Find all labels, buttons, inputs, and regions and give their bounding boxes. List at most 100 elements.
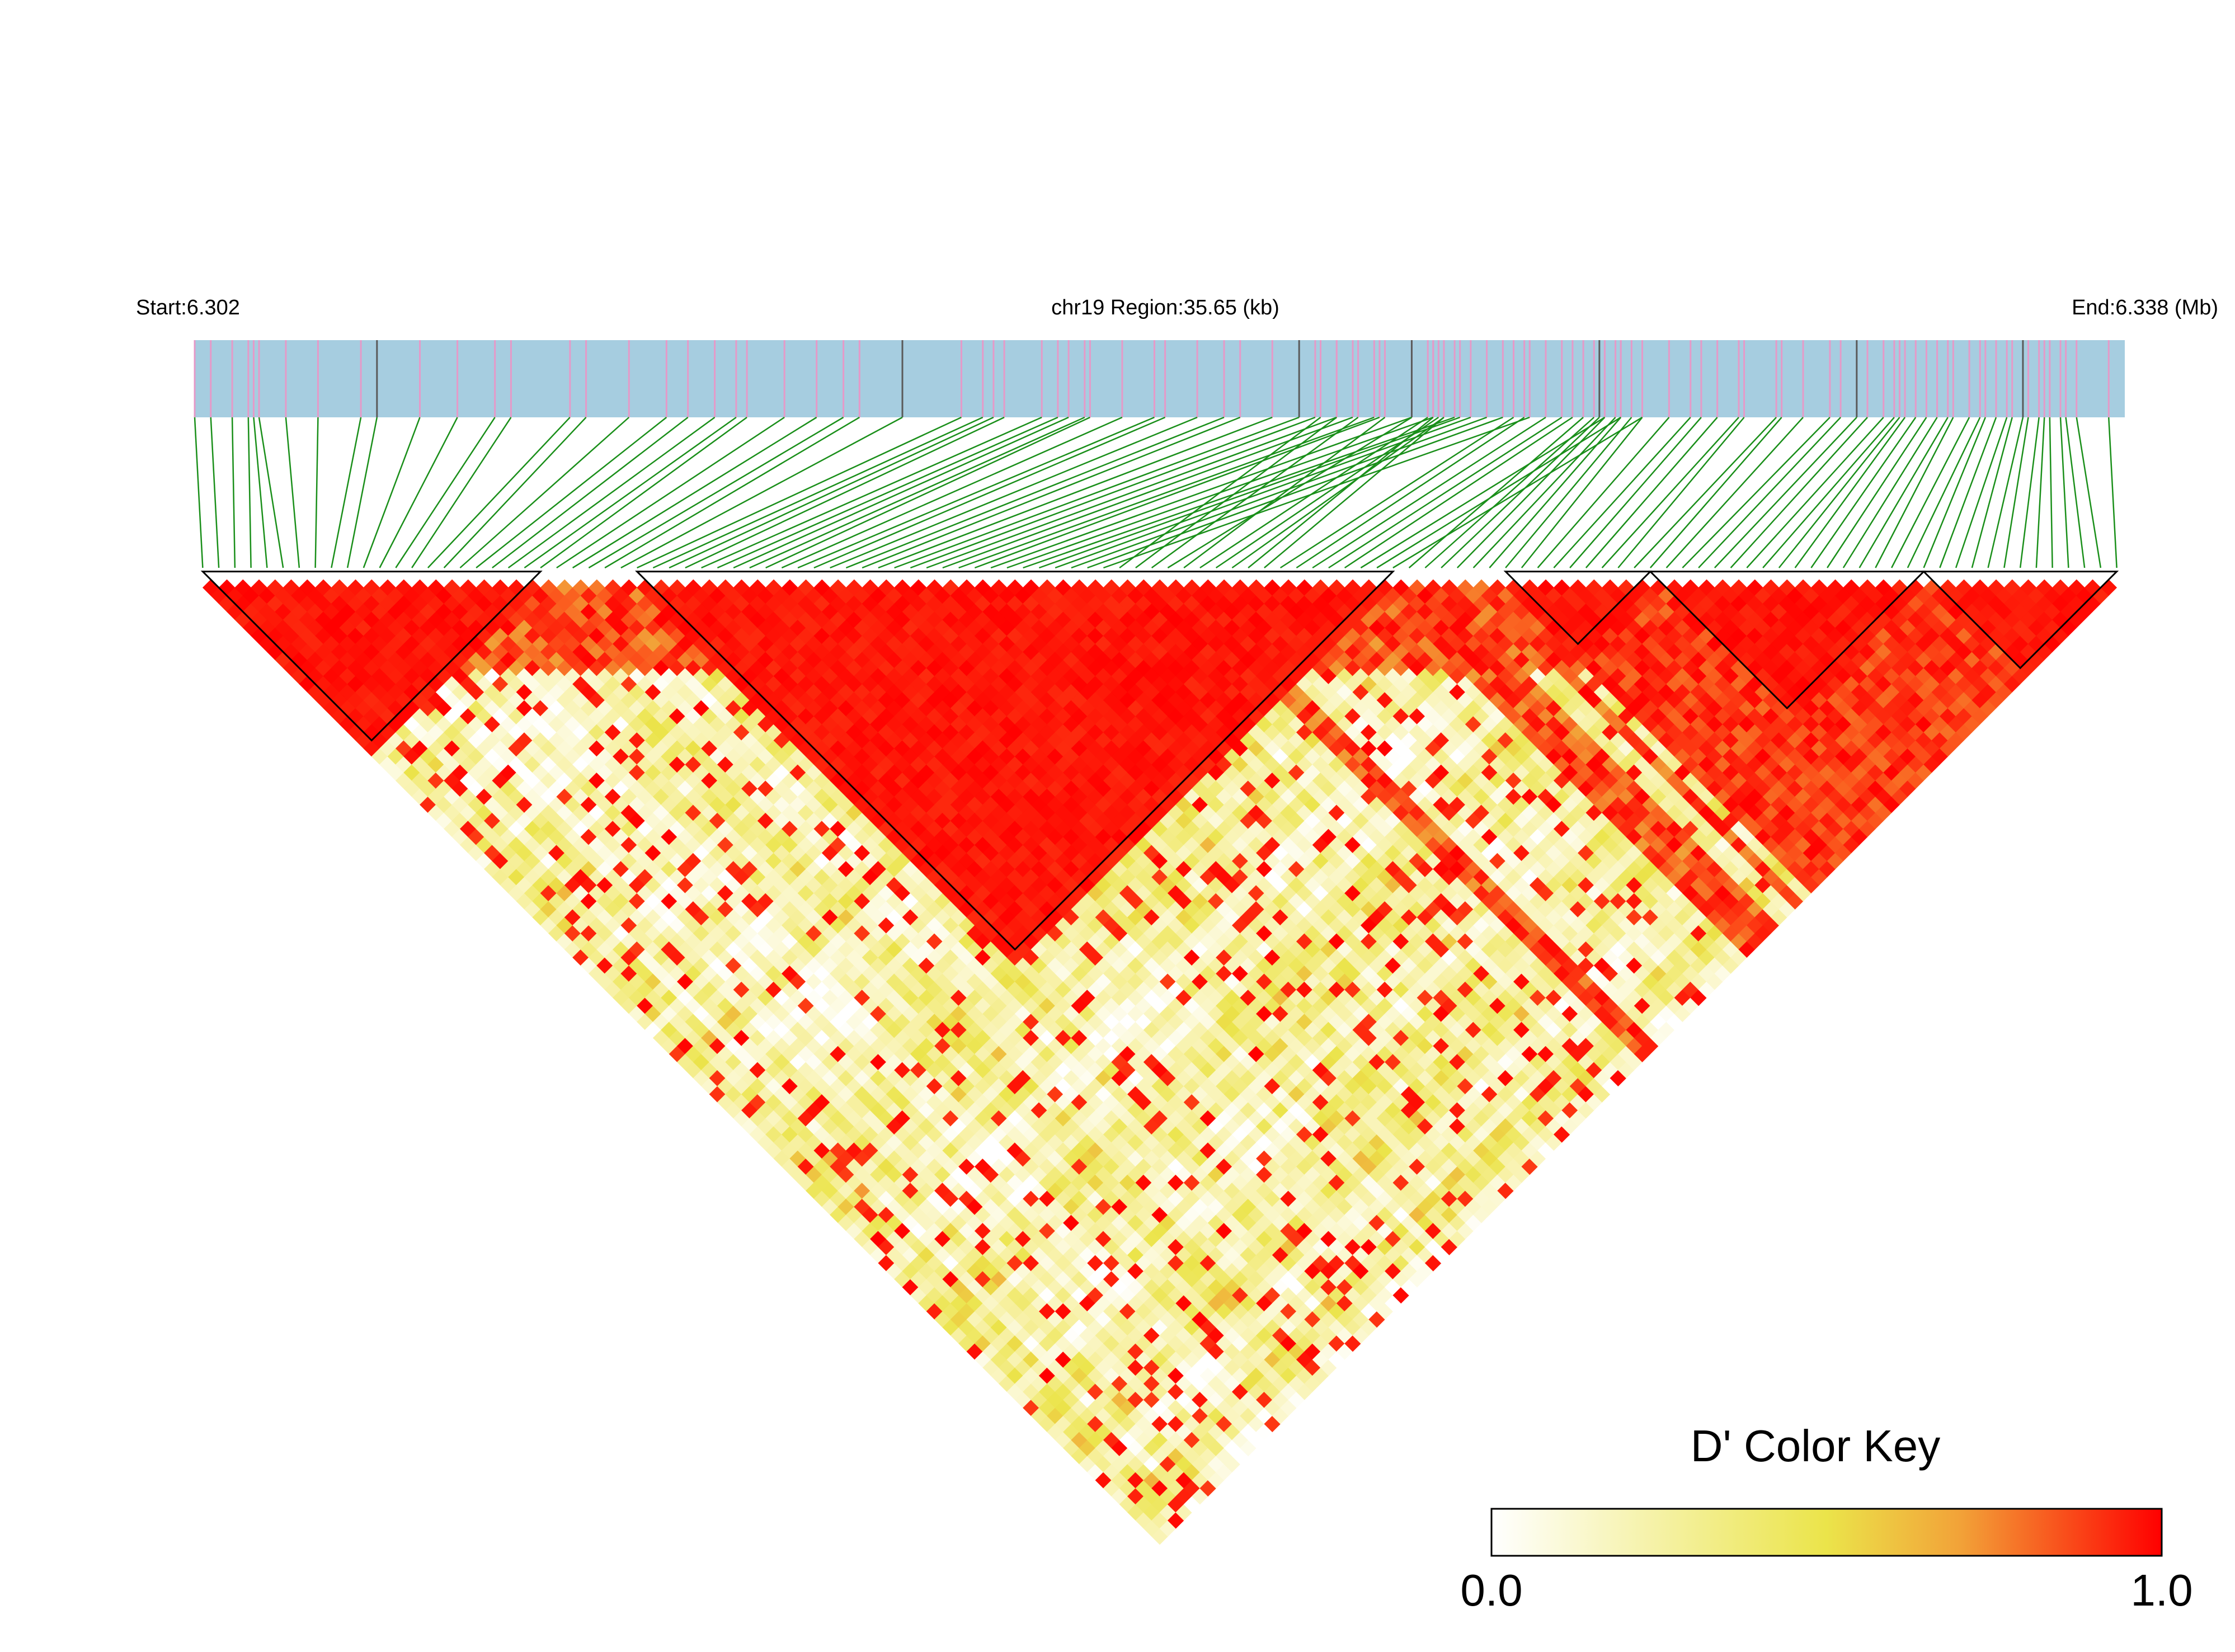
snp-connector: [862, 416, 1241, 569]
snp-connector: [749, 416, 1085, 569]
snp-connector: [253, 417, 268, 568]
snp-connector: [1762, 417, 1895, 568]
snp-connector: [1231, 416, 1444, 569]
snp-connector: [717, 416, 1058, 569]
snp-connector: [1135, 416, 1337, 569]
snp-connector: [781, 416, 1123, 569]
snp-connector: [588, 416, 844, 569]
snp-connector: [878, 416, 1273, 569]
snp-connector: [210, 417, 220, 568]
snp-connector: [797, 416, 1155, 569]
snp-connector: [1441, 417, 1600, 568]
snp-connector: [1199, 416, 1428, 569]
snp-connector: [411, 417, 512, 568]
snp-connector: [1521, 417, 1643, 568]
snp-connector: [285, 417, 300, 568]
snp-connector: [845, 416, 1225, 569]
snp-connector: [1344, 416, 1573, 569]
snp-connector: [2035, 417, 2045, 568]
snp-connector: [572, 416, 817, 569]
ld-heatmap: [202, 579, 2118, 1545]
snp-connector: [258, 417, 284, 568]
snp-connector: [910, 416, 1316, 569]
snp-connector: [2059, 417, 2069, 568]
snp-connector: [1119, 416, 1321, 569]
snp-connector: [685, 416, 1005, 569]
snp-connector: [492, 417, 689, 568]
snp-connector: [1698, 417, 1841, 568]
snp-connector: [1151, 416, 1359, 569]
snp-connector: [1971, 417, 2013, 568]
snp-connector: [926, 416, 1337, 569]
snp-connector: [1842, 417, 1938, 568]
snp-connector: [1649, 417, 1782, 568]
snp-connector: [1987, 417, 2024, 568]
snp-connector: [1472, 417, 1616, 568]
snp-connector: [540, 416, 747, 569]
snp-connector: [765, 416, 1090, 569]
snp-connector: [1424, 417, 1595, 568]
snp-connector: [1489, 417, 1622, 568]
snp-connector: [1279, 416, 1514, 569]
snp-connector: [830, 416, 1198, 569]
snp-connector: [1682, 417, 1831, 568]
snp-connector: [637, 416, 962, 569]
snp-connector: [1264, 417, 1444, 568]
snp-connector: [459, 417, 630, 568]
snp-connector: [990, 416, 1412, 569]
snp-connector: [1827, 417, 1927, 568]
snp-connector: [1505, 417, 1632, 568]
snp-connector: [1376, 416, 1621, 569]
snp-connector: [1585, 417, 1718, 568]
genomic-track: [195, 340, 2125, 417]
snp-connector: [2108, 417, 2118, 568]
snp-connector: [194, 417, 204, 568]
snp-connector: [346, 417, 378, 568]
snp-connector: [1939, 417, 1997, 568]
snp-connector: [1408, 417, 1584, 568]
snp-connector: [1023, 416, 1455, 569]
snp-connector: [1714, 417, 1857, 568]
snp-connector: [2049, 417, 2053, 568]
snp-connector: [669, 416, 994, 569]
snp-connector: [1601, 417, 1739, 568]
snp-connector: [1907, 417, 1981, 568]
snp-connector: [443, 417, 587, 568]
region-label: chr19 Region:35.65 (kb): [1051, 296, 1279, 319]
snp-connector: [556, 416, 785, 569]
snp-connector: [427, 417, 571, 568]
snp-connector-lines: [194, 416, 2118, 569]
snp-connector: [1955, 417, 2008, 568]
snp-connector: [1537, 417, 1670, 568]
snp-connector: [1167, 416, 1413, 569]
snp-connector: [1360, 416, 1606, 569]
end-label: End:6.338 (Mb): [2072, 296, 2218, 319]
snp-connector: [507, 416, 716, 569]
snp-connector: [942, 416, 1353, 569]
snp-connector: [1456, 417, 1606, 568]
snp-connector: [1778, 417, 1900, 568]
snp-connector: [1392, 416, 1643, 569]
snp-connector: [2065, 417, 2086, 568]
snp-connector: [1891, 417, 1970, 568]
snp-connector: [314, 417, 319, 568]
snp-connector: [1183, 416, 1386, 569]
snp-connector: [2003, 417, 2029, 568]
snp-connector: [395, 417, 496, 568]
snp-connector: [1569, 417, 1702, 568]
snp-connector: [733, 416, 1069, 569]
snp-connector: [1296, 416, 1525, 569]
snp-connector: [1617, 417, 1745, 568]
snp-connector: [974, 416, 1380, 569]
snp-connector: [331, 417, 362, 568]
snp-connector: [1730, 417, 1868, 568]
start-label: Start:6.302: [136, 296, 240, 319]
snp-connector: [813, 416, 1166, 569]
snp-tick-marks: [194, 340, 2110, 417]
snp-connector: [524, 416, 737, 569]
snp-connector: [958, 416, 1375, 569]
snp-connector: [1071, 416, 1488, 569]
snp-connector: [2076, 417, 2102, 568]
snp-connector: [1794, 417, 1906, 568]
